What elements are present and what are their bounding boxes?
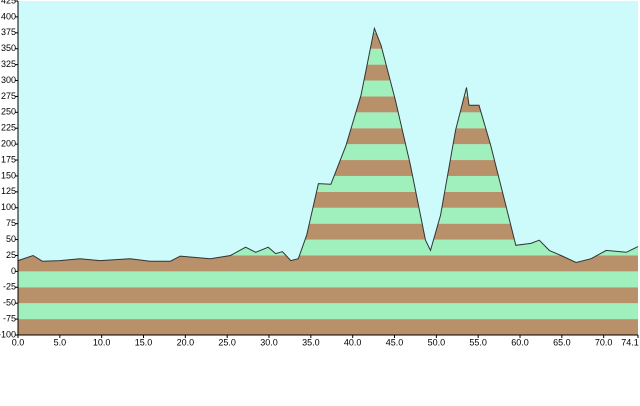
x-tick-label: 55.0: [469, 337, 487, 347]
x-tick-label: 25.0: [218, 337, 236, 347]
y-tick-label: 0: [11, 266, 16, 276]
x-tick-label: 10.0: [93, 337, 111, 347]
y-tick-label: 75: [6, 218, 16, 228]
x-tick-label: 5.0: [54, 337, 67, 347]
x-tick-label: 20.0: [177, 337, 195, 347]
y-tick-label: 200: [1, 139, 16, 149]
y-tick-label: 275: [1, 91, 16, 101]
y-tick-label: 175: [1, 154, 16, 164]
y-tick-label: -100: [0, 329, 16, 339]
y-tick-label: -75: [3, 313, 16, 323]
y-tick-label: 125: [1, 186, 16, 196]
y-tick-label: 50: [6, 234, 16, 244]
y-tick-label: 400: [1, 11, 16, 21]
y-tick-label: -50: [3, 298, 16, 308]
x-tick-label: 60.0: [511, 337, 529, 347]
profile-line: [17, 26, 639, 264]
x-tick-label: 35.0: [302, 337, 320, 347]
x-tick-label: 15.0: [135, 337, 153, 347]
band: [18, 287, 638, 304]
y-tick-label: 375: [1, 27, 16, 37]
y-tick-label: 300: [1, 75, 16, 85]
band: [18, 303, 638, 320]
x-tick-label: 50.0: [428, 337, 446, 347]
y-tick-label: 250: [1, 107, 16, 117]
x-tick-label: 0.0: [12, 337, 25, 347]
y-tick-label: 25: [6, 250, 16, 260]
y-tick-label: 225: [1, 123, 16, 133]
y-tick-label: 425: [1, 0, 16, 5]
x-tick-label: 45.0: [386, 337, 404, 347]
y-tick-label: 150: [1, 170, 16, 180]
y-tick-label: 325: [1, 59, 16, 69]
band: [18, 271, 638, 288]
x-tick-label: 30.0: [260, 337, 278, 347]
y-tick-label: 350: [1, 43, 16, 53]
x-tick-label: 40.0: [344, 337, 362, 347]
band: [18, 319, 638, 335]
x-tick-label: 70.0: [595, 337, 613, 347]
y-tick-label: -25: [3, 282, 16, 292]
x-tick-label: 74.1: [621, 337, 639, 347]
x-tick-label: 65.0: [553, 337, 571, 347]
y-tick-label: 100: [1, 202, 16, 212]
